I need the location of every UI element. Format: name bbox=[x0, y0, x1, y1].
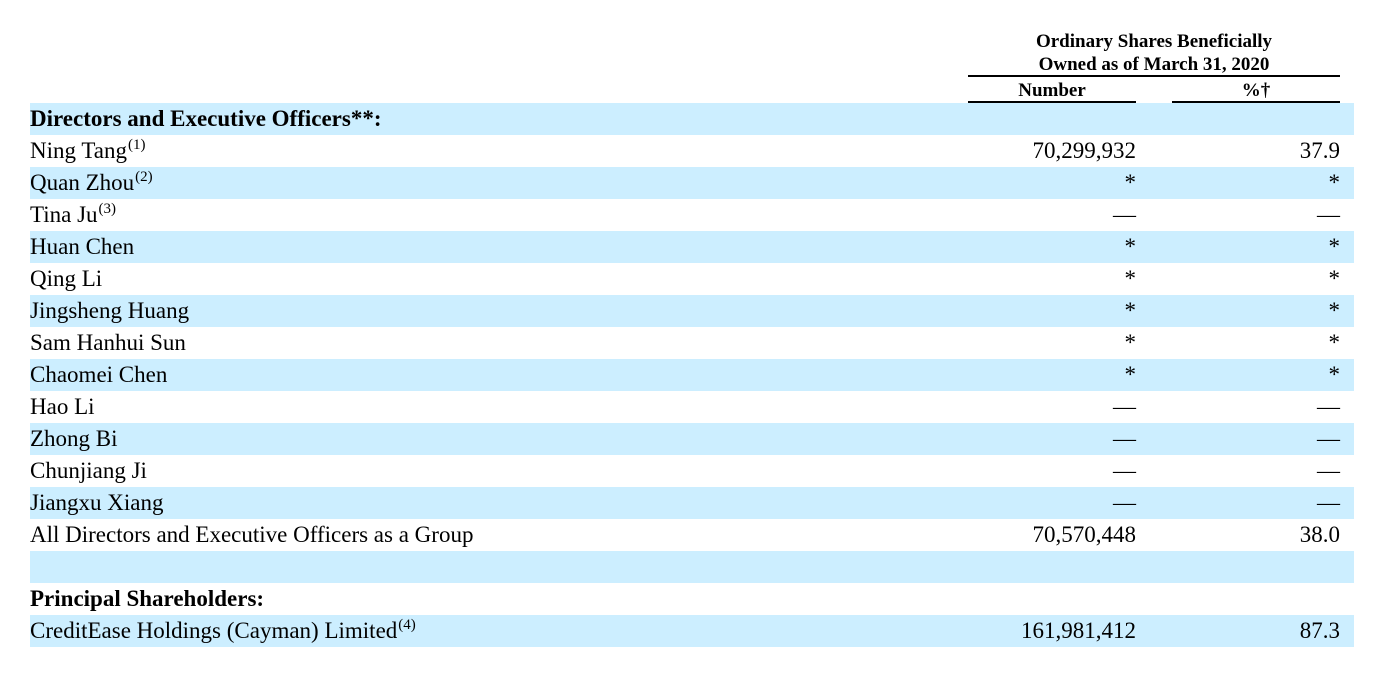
holder-name: Jingsheng Huang bbox=[30, 295, 189, 327]
shares-percent: * bbox=[1328, 170, 1341, 195]
holder-name-text: Sam Hanhui Sun bbox=[30, 330, 186, 355]
shares-number: * bbox=[1124, 170, 1137, 195]
holder-name-text: Hao Li bbox=[30, 394, 95, 419]
holder-name-text: Qing Li bbox=[30, 266, 103, 291]
shares-number bbox=[930, 551, 1136, 583]
shares-percent: * bbox=[1328, 330, 1341, 355]
column-header-percent: %† bbox=[1241, 80, 1271, 101]
holder-name: Quan Zhou(2) bbox=[30, 167, 153, 199]
holder-name: Hao Li bbox=[30, 391, 95, 423]
shares-percent bbox=[1170, 103, 1340, 135]
holder-name-text: CreditEase Holdings (Cayman) Limited bbox=[30, 618, 398, 643]
shares-percent bbox=[1170, 583, 1340, 615]
table-row: Jiangxu Xiang — — bbox=[30, 487, 1354, 519]
table-row: Sam Hanhui Sun * * bbox=[30, 327, 1354, 359]
shares-number: — bbox=[1113, 426, 1136, 451]
section-header-row: Directors and Executive Officers**: bbox=[30, 103, 1354, 135]
shares-number: * bbox=[1124, 362, 1137, 387]
shares-percent bbox=[1170, 551, 1340, 583]
shares-percent: * bbox=[1328, 298, 1341, 323]
shares-percent: 38.0 bbox=[1299, 522, 1340, 547]
shares-number: 161,981,412 bbox=[1021, 618, 1136, 643]
table-row: Qing Li * * bbox=[30, 263, 1354, 295]
holder-name-text: Directors and Executive Officers**: bbox=[30, 106, 382, 131]
table-row: Quan Zhou(2) * * bbox=[30, 167, 1354, 199]
shares-number: * bbox=[1124, 298, 1137, 323]
holder-name-text: Ning Tang bbox=[30, 138, 127, 163]
holder-name: Jiangxu Xiang bbox=[30, 487, 164, 519]
shares-percent: * bbox=[1328, 234, 1341, 259]
shares-number: — bbox=[1113, 458, 1136, 483]
table-row: Zhong Bi — — bbox=[30, 423, 1354, 455]
shares-number: — bbox=[1113, 394, 1136, 419]
shares-percent: — bbox=[1317, 202, 1340, 227]
holder-name-text: Chunjiang Ji bbox=[30, 458, 147, 483]
table-row: Jingsheng Huang * * bbox=[30, 295, 1354, 327]
shares-number: — bbox=[1113, 490, 1136, 515]
shares-number: * bbox=[1124, 266, 1137, 291]
holder-name: Qing Li bbox=[30, 263, 102, 295]
holder-name-text: Principal Shareholders: bbox=[30, 586, 265, 611]
holder-name: Ning Tang(1) bbox=[30, 135, 146, 167]
holder-name: All Directors and Executive Officers as … bbox=[30, 519, 473, 551]
holder-name-text: Huan Chen bbox=[30, 234, 135, 259]
shares-percent: * bbox=[1328, 266, 1341, 291]
shares-percent: 87.3 bbox=[1299, 618, 1340, 643]
section-title: Directors and Executive Officers**: bbox=[30, 103, 382, 135]
table-row: Chaomei Chen * * bbox=[30, 359, 1354, 391]
holder-name: Zhong Bi bbox=[30, 423, 118, 455]
shares-number: * bbox=[1124, 234, 1137, 259]
footnote-reference: (3) bbox=[98, 201, 117, 217]
holder-name-text: Quan Zhou bbox=[30, 170, 135, 195]
shares-percent: — bbox=[1317, 490, 1340, 515]
header-rule-percent bbox=[1172, 101, 1340, 103]
footnote-reference: (2) bbox=[135, 169, 153, 185]
table-row: Chunjiang Ji — — bbox=[30, 455, 1354, 487]
holder-name: CreditEase Holdings (Cayman) Limited(4) bbox=[30, 615, 416, 647]
section-title: Principal Shareholders: bbox=[30, 583, 264, 615]
table-row: CreditEase Holdings (Cayman) Limited(4) 1… bbox=[30, 615, 1354, 647]
holder-name: Tina Ju(3) bbox=[30, 199, 116, 231]
header-rule-top bbox=[968, 75, 1340, 77]
shares-percent: — bbox=[1317, 458, 1340, 483]
holder-name: Chaomei Chen bbox=[30, 359, 167, 391]
footnote-reference: (1) bbox=[128, 137, 146, 153]
holder-name-text: Jiangxu Xiang bbox=[30, 490, 164, 515]
table-row: Ning Tang(1) 70,299,932 37.9 bbox=[30, 135, 1354, 167]
holder-name-text: All Directors and Executive Officers as … bbox=[30, 522, 474, 547]
holder-name-text: Tina Ju bbox=[30, 202, 98, 227]
shares-number: — bbox=[1113, 202, 1136, 227]
table-row: All Directors and Executive Officers as … bbox=[30, 519, 1354, 551]
footnote-reference: (4) bbox=[398, 617, 416, 633]
holder-name-text: Zhong Bi bbox=[30, 426, 118, 451]
shares-number: 70,570,448 bbox=[1032, 522, 1137, 547]
holder-name: Chunjiang Ji bbox=[30, 455, 147, 487]
table-row: Hao Li — — bbox=[30, 391, 1354, 423]
shares-number: * bbox=[1124, 330, 1137, 355]
table-row: Huan Chen * * bbox=[30, 231, 1354, 263]
shares-percent: 37.9 bbox=[1299, 138, 1340, 163]
section-header-row: Principal Shareholders: bbox=[30, 583, 1354, 615]
shares-percent: — bbox=[1317, 426, 1340, 451]
header-rule-number bbox=[968, 101, 1136, 103]
column-header-number: Number bbox=[1018, 80, 1086, 101]
table-row bbox=[30, 551, 1354, 583]
shares-percent: — bbox=[1317, 394, 1340, 419]
holder-name-text: Chaomei Chen bbox=[30, 362, 168, 387]
shares-number bbox=[930, 583, 1136, 615]
table-row: Tina Ju(3) — — bbox=[30, 199, 1354, 231]
table-header-title-line1: Ordinary Shares Beneficially bbox=[1035, 31, 1273, 52]
shares-percent: * bbox=[1328, 362, 1341, 387]
shares-number: 70,299,932 bbox=[1032, 138, 1137, 163]
table-header-title-line2: Owned as of March 31, 2020 bbox=[1038, 54, 1270, 75]
holder-name: Huan Chen bbox=[30, 231, 134, 263]
holder-name-text: Jingsheng Huang bbox=[30, 298, 190, 323]
shares-number bbox=[930, 103, 1136, 135]
holder-name: Sam Hanhui Sun bbox=[30, 327, 186, 359]
